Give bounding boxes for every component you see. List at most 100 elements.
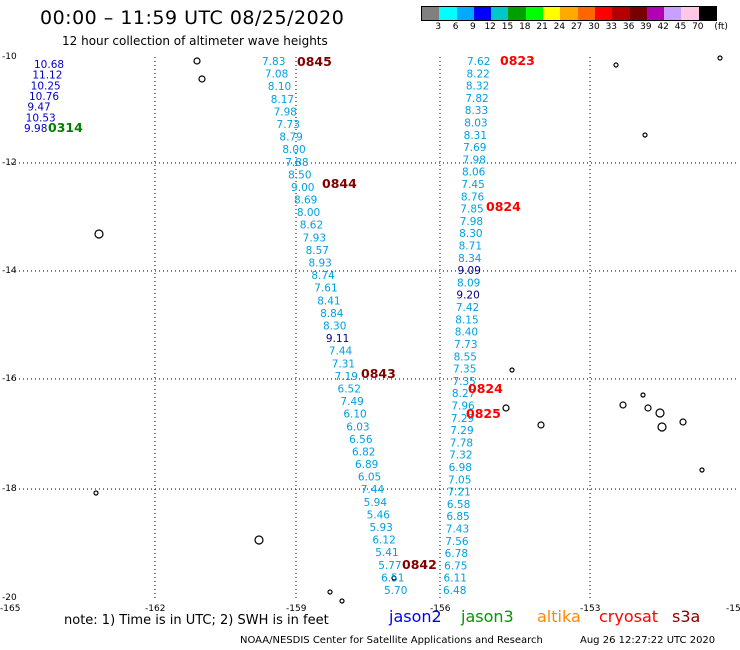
- island-outlines: [93, 55, 723, 604]
- wave-height-value: 7.29: [450, 425, 473, 437]
- wave-height-value: 8.79: [279, 132, 302, 144]
- wave-height-value: 7.35: [453, 364, 476, 376]
- wave-height-value: 10.25: [31, 80, 61, 92]
- pass-time-label: 0823: [500, 53, 535, 68]
- wave-height-value: 7.31: [332, 358, 355, 370]
- wave-height-value: 7.88: [285, 157, 308, 169]
- pass-time-label: 0314: [48, 120, 83, 135]
- wave-height-value: 6.98: [449, 462, 472, 474]
- wave-height-value: 8.17: [271, 94, 294, 106]
- wave-height-value: 7.42: [456, 302, 479, 314]
- color-swatch: [456, 7, 474, 20]
- color-scale-tick: 24: [553, 22, 566, 32]
- island-outline: [94, 229, 104, 239]
- lat-label: -14: [2, 266, 17, 276]
- wave-height-value: 6.11: [444, 573, 467, 585]
- wave-height-value: 7.35: [452, 376, 475, 388]
- satellite-legend-jason2: jason2: [389, 607, 442, 626]
- wave-height-value: 5.94: [364, 497, 388, 509]
- color-scale-tick: 70: [692, 22, 704, 32]
- wave-height-value: 8.03: [464, 118, 487, 130]
- wave-height-value: 7.56: [445, 536, 469, 548]
- wave-height-value: 7.32: [449, 450, 472, 462]
- lat-label: -16: [2, 374, 17, 384]
- wave-height-value: 10.76: [29, 91, 59, 103]
- map-subtitle: 12 hour collection of altimeter wave hei…: [62, 34, 328, 48]
- color-scale-tick: 18: [519, 22, 531, 32]
- wave-height-value: 6.56: [349, 434, 373, 446]
- lon-label: -165: [0, 604, 20, 614]
- color-scale-tick: 33: [605, 22, 618, 32]
- wave-height-value: 7.44: [361, 484, 385, 496]
- island-outline: [198, 75, 206, 83]
- map-title: 00:00 – 11:59 UTC 08/25/2020: [40, 7, 345, 29]
- lon-label: -150: [726, 604, 740, 614]
- color-swatch: [646, 7, 665, 20]
- wave-height-value: 8.06: [462, 167, 486, 179]
- color-swatch: [698, 7, 717, 20]
- island-outline: [717, 55, 723, 61]
- wave-height-value: 6.78: [445, 548, 468, 560]
- color-scale-tick: 39: [640, 22, 652, 32]
- axis-labels: -10 -12 -14 -16 -18 -20-165 -162 -159 -156 -153 -1…: [0, 52, 740, 614]
- pass-time-label: 0845: [297, 54, 332, 69]
- wave-height-value: 8.55: [454, 351, 477, 363]
- lon-label: -153: [580, 604, 600, 614]
- color-scale-tick: 42: [657, 22, 669, 32]
- wave-height-value: 5.93: [369, 522, 392, 534]
- wave-height-value: 6.58: [447, 499, 470, 511]
- color-scale-tick: 6: [452, 22, 459, 32]
- wave-height-value: 7.43: [446, 523, 469, 535]
- color-swatch: [629, 7, 647, 20]
- wave-height-value: 11.12: [32, 70, 62, 82]
- island-outline: [642, 132, 648, 138]
- wave-height-value: 8.22: [466, 68, 489, 80]
- color-swatch: [543, 7, 561, 20]
- wave-height-value: 8.33: [465, 105, 488, 117]
- wave-height-value: 7.19: [335, 371, 358, 383]
- color-swatch: [508, 7, 526, 20]
- wave-height-value: 9.11: [326, 333, 349, 345]
- island-outline: [339, 598, 345, 604]
- wave-height-value: 8.57: [306, 245, 329, 257]
- lon-label: -159: [286, 604, 307, 614]
- island-outline: [679, 418, 687, 426]
- wave-height-value: 7.98: [274, 106, 297, 118]
- wave-height-value: 6.75: [444, 560, 467, 572]
- wave-height-value: 7.96: [451, 400, 475, 412]
- wave-height-value: 6.52: [338, 383, 361, 395]
- wave-height-value: 8.62: [300, 220, 323, 232]
- color-scale-tick: 12: [484, 22, 496, 32]
- color-scale-tick: 45: [674, 22, 687, 32]
- wave-height-value: 5.46: [367, 509, 391, 521]
- color-swatch: [491, 7, 509, 20]
- wave-height-value: 8.30: [323, 321, 346, 333]
- wave-height-value: 7.44: [329, 346, 353, 358]
- color-scale-tick: 27: [570, 22, 583, 32]
- generation-timestamp: Aug 26 12:27:22 UTC 2020: [580, 635, 716, 646]
- color-swatch: [525, 7, 544, 20]
- color-scale-tick: 3: [435, 22, 442, 32]
- island-outline: [537, 421, 545, 429]
- wave-height-value: 8.30: [459, 228, 482, 240]
- wave-height-value: 6.05: [358, 472, 381, 484]
- island-outline: [644, 404, 652, 412]
- wave-height-value: 8.31: [464, 130, 487, 142]
- island-outline: [613, 62, 619, 68]
- wave-height-value: 8.10: [268, 81, 291, 93]
- wave-height-value: 7.93: [303, 232, 326, 244]
- wave-height-value: 7.98: [460, 216, 483, 228]
- wave-height-value: 7.08: [265, 69, 288, 81]
- island-outline: [699, 467, 705, 473]
- color-swatch: [473, 7, 492, 20]
- wave-height-value: 8.00: [297, 207, 320, 219]
- wave-height-value: 8.00: [282, 144, 305, 156]
- wave-height-value: 8.71: [459, 241, 482, 253]
- wave-height-value: 7.62: [467, 56, 490, 68]
- color-swatch: [439, 7, 457, 20]
- color-swatch: [422, 7, 440, 20]
- wave-height-value: 7.49: [340, 396, 363, 408]
- wave-height-value: 6.12: [372, 535, 395, 547]
- graticule: [11, 57, 736, 598]
- wave-height-value: 7.85: [460, 204, 483, 216]
